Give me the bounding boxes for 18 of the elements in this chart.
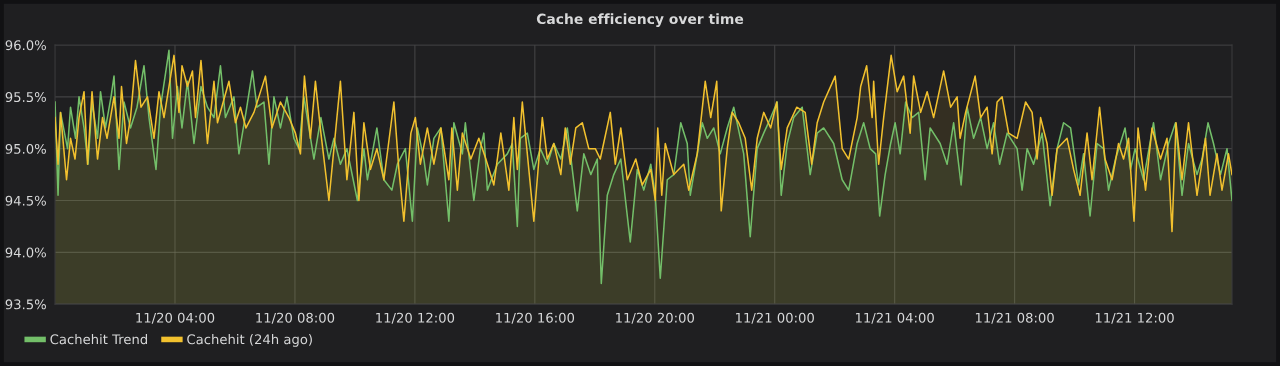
y-tick-label: 95.5% [5, 92, 46, 103]
x-tick-label: 11/20 16:00 [496, 312, 575, 324]
y-tick-label: 94.5% [5, 195, 46, 206]
y-tick-label: 95.0% [5, 143, 46, 154]
x-tick-label: 11/20 08:00 [256, 312, 335, 324]
legend-label: Cachehit (24h ago) [187, 334, 312, 347]
y-tick-label: 93.5% [5, 299, 46, 310]
x-tick-label: 11/20 04:00 [136, 312, 215, 324]
y-tick-label: 96.0% [5, 40, 46, 51]
x-tick-label: 11/20 20:00 [616, 312, 695, 324]
x-tick-label: 11/21 04:00 [855, 312, 934, 324]
x-tick-label: 11/21 12:00 [1095, 312, 1174, 324]
x-tick-label: 11/20 12:00 [376, 312, 455, 324]
legend-label: Cachehit Trend [50, 334, 147, 345]
x-tick-label: 11/21 00:00 [736, 312, 814, 324]
y-tick-label: 94.0% [5, 247, 46, 258]
chart-title: Cache efficiency over time [536, 13, 744, 27]
x-tick-label: 11/21 08:00 [975, 312, 1054, 324]
